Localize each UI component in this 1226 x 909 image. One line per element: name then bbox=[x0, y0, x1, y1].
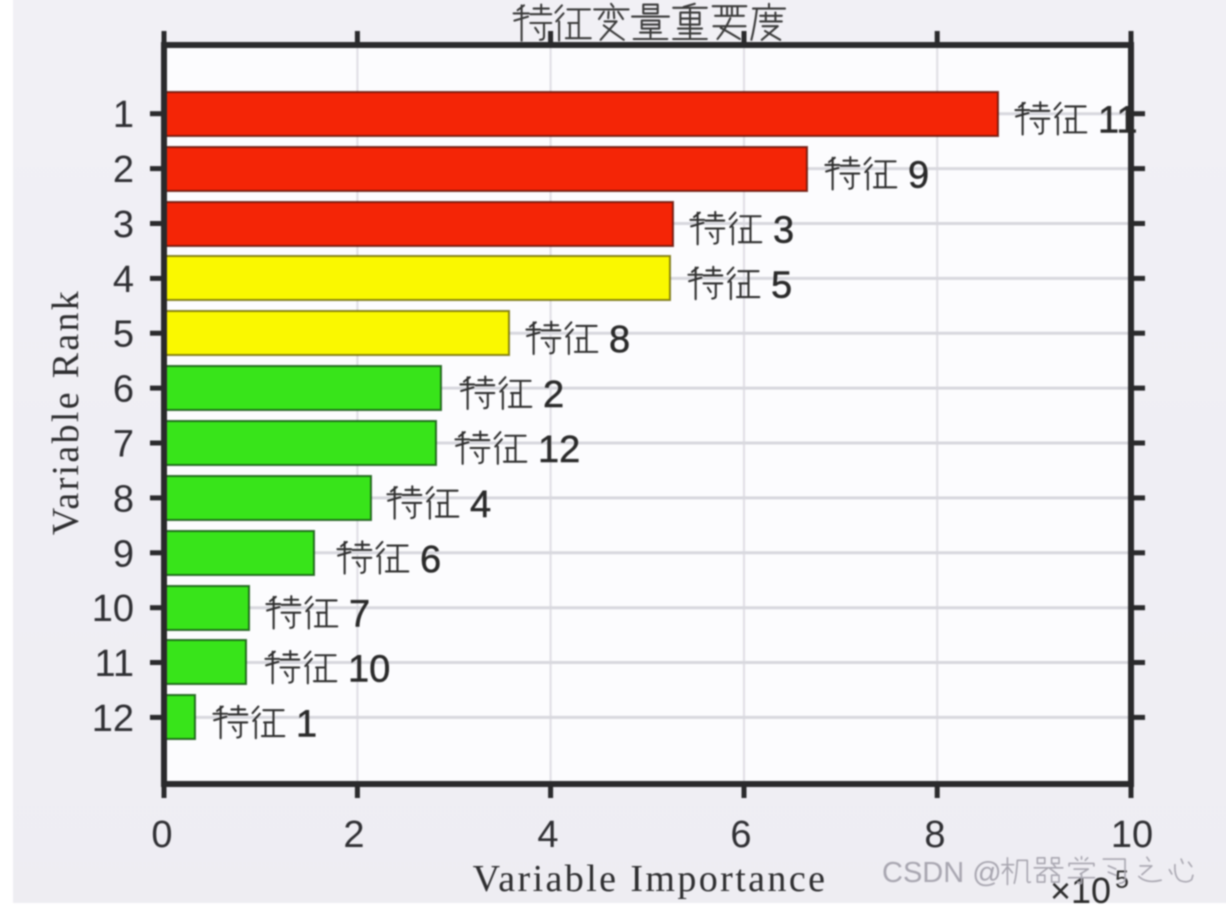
svg-text:×10: ×10 bbox=[1050, 870, 1111, 909]
svg-text:10: 10 bbox=[92, 588, 134, 630]
svg-text:CSDN @: CSDN @ bbox=[882, 857, 1002, 889]
svg-text:5: 5 bbox=[771, 264, 792, 306]
svg-text:9: 9 bbox=[113, 533, 134, 575]
svg-text:11: 11 bbox=[95, 643, 134, 685]
svg-text:3: 3 bbox=[773, 210, 794, 252]
svg-text:0: 0 bbox=[151, 814, 172, 856]
svg-text:Variable Importance: Variable Importance bbox=[473, 858, 828, 900]
svg-text:3: 3 bbox=[113, 204, 134, 246]
svg-text:6: 6 bbox=[420, 539, 441, 581]
svg-text:1: 1 bbox=[296, 703, 317, 745]
svg-text:10: 10 bbox=[1111, 814, 1153, 856]
svg-text:6: 6 bbox=[730, 814, 751, 856]
svg-text:8: 8 bbox=[113, 478, 134, 520]
svg-text:12: 12 bbox=[92, 698, 134, 740]
svg-text:5: 5 bbox=[113, 314, 134, 356]
svg-text:8: 8 bbox=[924, 814, 945, 856]
svg-text:5: 5 bbox=[1115, 866, 1129, 894]
svg-text:4: 4 bbox=[113, 259, 134, 301]
svg-text:8: 8 bbox=[609, 319, 630, 361]
svg-text:2: 2 bbox=[543, 374, 564, 416]
svg-text:9: 9 bbox=[908, 155, 929, 197]
svg-text:6: 6 bbox=[113, 369, 134, 411]
svg-text:7: 7 bbox=[349, 594, 370, 636]
svg-text:2: 2 bbox=[113, 149, 134, 191]
svg-text:11: 11 bbox=[1098, 100, 1137, 142]
svg-text:Variable Rank: Variable Rank bbox=[45, 289, 87, 535]
svg-text:4: 4 bbox=[470, 484, 491, 526]
svg-text:10: 10 bbox=[348, 649, 390, 691]
svg-text:7: 7 bbox=[113, 424, 134, 466]
svg-text:12: 12 bbox=[538, 429, 580, 471]
svg-text:1: 1 bbox=[113, 94, 134, 136]
svg-text:4: 4 bbox=[537, 814, 558, 856]
svg-text:2: 2 bbox=[343, 814, 364, 856]
